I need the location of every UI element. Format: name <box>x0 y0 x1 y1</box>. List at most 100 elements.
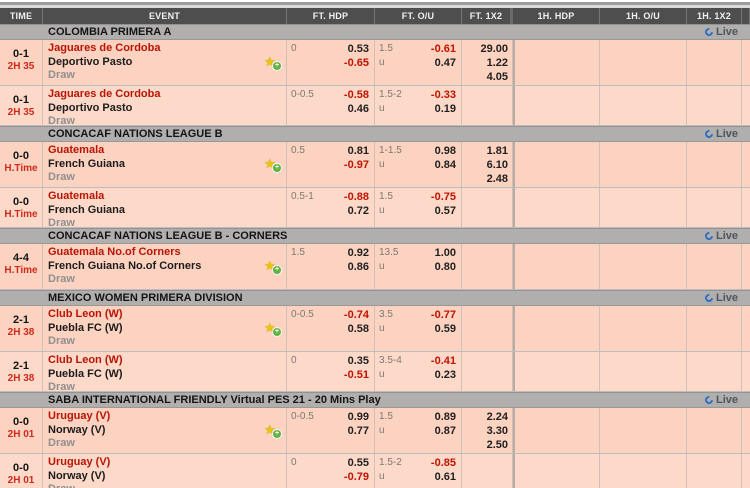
hdp-odd-home[interactable]: -0.88 <box>343 191 369 203</box>
ou-odd-under[interactable]: 0.19 <box>434 103 456 115</box>
hdp-odd-home[interactable]: 0.81 <box>347 145 369 157</box>
match-score: 0-1 <box>13 94 29 106</box>
ou-odd-under[interactable]: 0.23 <box>434 369 456 381</box>
hdp-odd-away[interactable]: 0.46 <box>347 103 369 115</box>
x12-odd-x[interactable]: 2.48 <box>486 173 508 185</box>
x12-odd-1[interactable] <box>462 190 508 204</box>
ft-ou-cell: 1.5-2 u -0.33 0.19 <box>375 86 462 125</box>
favorite-star-icon[interactable] <box>264 55 282 71</box>
x12-odd-2[interactable]: 1.22 <box>486 57 508 69</box>
live-button[interactable]: Live <box>703 394 738 406</box>
ou-odd-under[interactable]: 0.47 <box>434 57 456 69</box>
hdp-odd-away[interactable]: 0.86 <box>347 261 369 273</box>
x12-odd-1[interactable] <box>462 456 508 470</box>
ou-odd-under[interactable]: 0.57 <box>434 205 456 217</box>
match-row: 2-1 2H 38 Club Leon (W) Puebla FC (W) Dr… <box>0 352 750 392</box>
x12-odd-1[interactable]: 2.24 <box>486 411 508 423</box>
ou-point: 1.5 <box>379 411 393 422</box>
x12-odd-1[interactable]: 29.00 <box>480 43 508 55</box>
x12-odd-2[interactable] <box>462 322 508 336</box>
ou-odd-over[interactable]: -0.77 <box>430 309 456 321</box>
ou-odd-over[interactable]: 1.00 <box>434 247 456 259</box>
ou-under-label: u <box>379 57 385 68</box>
home-team: Jaguares de Cordoba <box>48 88 161 100</box>
x12-odd-1[interactable] <box>462 246 508 260</box>
hdp-odd-home[interactable]: -0.74 <box>343 309 369 321</box>
x12-odd-2[interactable] <box>462 102 508 116</box>
hdp-odd-away[interactable]: 0.72 <box>347 205 369 217</box>
event-cell: Jaguares de Cordoba Deportivo Pasto Draw <box>43 40 287 85</box>
hdp-odd-away[interactable]: -0.79 <box>343 471 369 483</box>
draw-label: Draw <box>48 217 75 228</box>
live-button[interactable]: Live <box>703 292 738 304</box>
live-button[interactable]: Live <box>703 26 738 38</box>
hdp-odd-home[interactable]: 0.99 <box>347 411 369 423</box>
ft-ou-cell: 3.5-4 u -0.41 0.23 <box>375 352 462 391</box>
favorite-star-icon[interactable] <box>264 321 282 337</box>
home-team: Club Leon (W) <box>48 354 123 366</box>
x12-odd-2[interactable]: 6.10 <box>486 159 508 171</box>
x12-odd-2[interactable]: 3.30 <box>486 425 508 437</box>
favorite-star-icon[interactable] <box>264 157 282 173</box>
draw-label: Draw <box>48 69 75 81</box>
ou-odd-under[interactable]: 0.80 <box>434 261 456 273</box>
hdp-odd-away[interactable]: 0.77 <box>347 425 369 437</box>
match-row: 0-1 2H 35 Jaguares de Cordoba Deportivo … <box>0 40 750 86</box>
ou-odd-under[interactable]: 0.61 <box>434 471 456 483</box>
ou-odd-under[interactable]: 0.87 <box>434 425 456 437</box>
x12-odd-1[interactable] <box>462 354 508 368</box>
hdp-odd-away[interactable]: -0.97 <box>343 159 369 171</box>
table-edge <box>742 188 750 227</box>
hdp-odd-away[interactable]: 0.58 <box>347 323 369 335</box>
x12-odd-x[interactable] <box>462 336 508 350</box>
live-button[interactable]: Live <box>703 230 738 242</box>
live-button[interactable]: Live <box>703 128 738 140</box>
x12-odd-x[interactable]: 4.05 <box>486 71 508 83</box>
x12-odd-x[interactable] <box>462 382 508 391</box>
col-header-time: TIME <box>0 8 43 24</box>
hdp-point: 0 <box>291 457 297 468</box>
col-header-event: EVENT <box>43 8 287 24</box>
ou-odd-over[interactable]: -0.61 <box>430 43 456 55</box>
hdp-odd-away[interactable]: -0.65 <box>343 57 369 69</box>
favorite-star-icon[interactable] <box>264 259 282 275</box>
x12-odd-2[interactable] <box>462 260 508 274</box>
ou-odd-under[interactable]: 0.84 <box>434 159 456 171</box>
x12-odd-2[interactable] <box>462 368 508 382</box>
hdp-odd-home[interactable]: 0.55 <box>347 457 369 469</box>
match-clock: 2H 38 <box>7 373 35 384</box>
x12-odd-x[interactable] <box>462 116 508 125</box>
ou-point: 1.5-2 <box>379 89 402 100</box>
x12-odd-1[interactable]: 1.81 <box>486 145 508 157</box>
ou-odd-over[interactable]: -0.85 <box>430 457 456 469</box>
ou-odd-over[interactable]: 0.98 <box>434 145 456 157</box>
home-team: Guatemala No.of Corners <box>48 246 181 258</box>
x12-odd-1[interactable] <box>462 308 508 322</box>
table-edge <box>742 244 750 289</box>
hdp-odd-home[interactable]: -0.58 <box>343 89 369 101</box>
x12-odd-x[interactable] <box>462 484 508 488</box>
ou-odd-over[interactable]: 0.89 <box>434 411 456 423</box>
1h-hdp-cell <box>513 86 600 125</box>
hdp-odd-home[interactable]: 0.35 <box>347 355 369 367</box>
col-header-ft-hdp: FT. HDP <box>287 8 375 24</box>
x12-odd-x[interactable] <box>462 274 508 288</box>
ou-odd-over[interactable]: -0.33 <box>430 89 456 101</box>
favorite-star-icon[interactable] <box>264 423 282 439</box>
ou-odd-over[interactable]: -0.75 <box>430 191 456 203</box>
hdp-odd-away[interactable]: -0.51 <box>343 369 369 381</box>
event-cell: Guatemala French Guiana Draw <box>43 142 287 187</box>
ft-1x2-cell <box>462 306 513 351</box>
league-title: MEXICO WOMEN PRIMERA DIVISION <box>48 292 243 304</box>
x12-odd-x[interactable]: 2.50 <box>486 439 508 451</box>
x12-odd-x[interactable] <box>462 218 508 227</box>
hdp-odd-home[interactable]: 0.92 <box>347 247 369 259</box>
ou-odd-over[interactable]: -0.41 <box>430 355 456 367</box>
hdp-odd-home[interactable]: 0.53 <box>347 43 369 55</box>
match-row: 4-4 H.Time Guatemala No.of Corners Frenc… <box>0 244 750 290</box>
x12-odd-1[interactable] <box>462 88 508 102</box>
ou-odd-under[interactable]: 0.59 <box>434 323 456 335</box>
ou-under-label: u <box>379 159 385 170</box>
x12-odd-2[interactable] <box>462 204 508 218</box>
x12-odd-2[interactable] <box>462 470 508 484</box>
